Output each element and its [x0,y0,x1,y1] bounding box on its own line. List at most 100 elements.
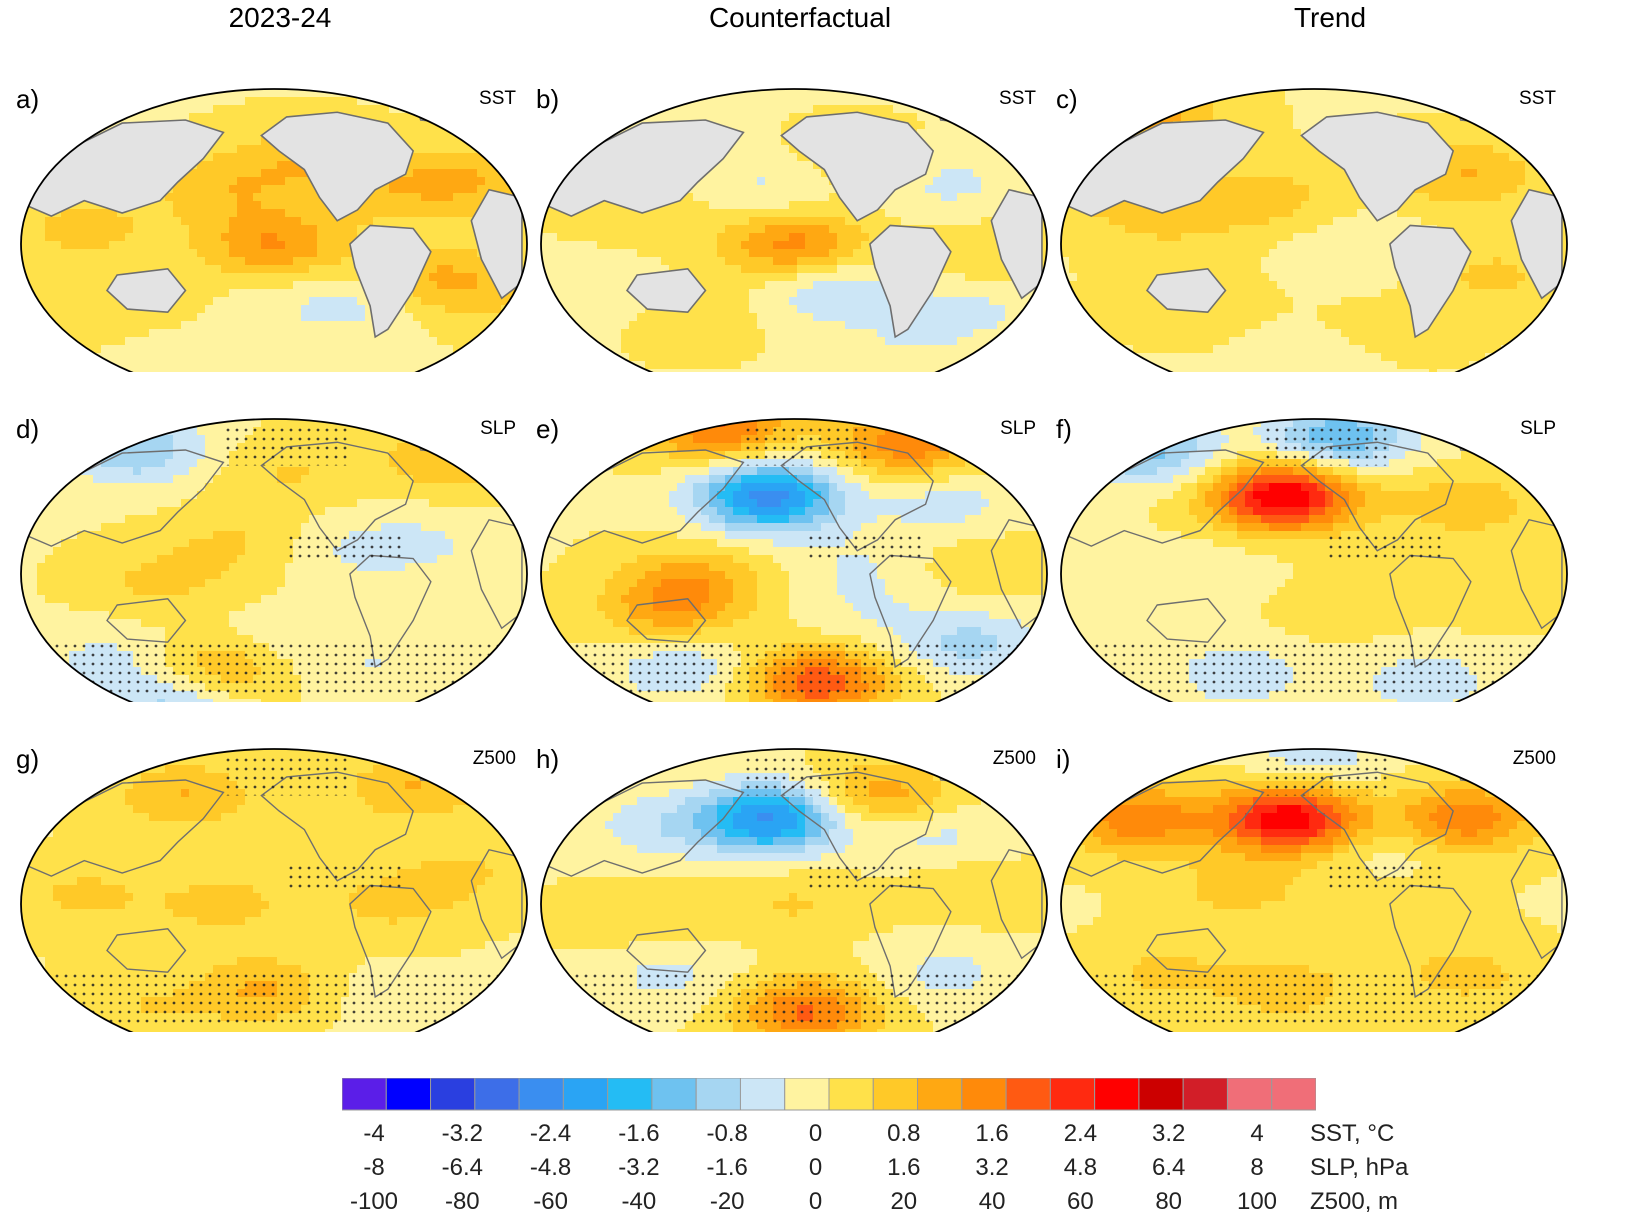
field-cell [429,345,438,354]
field-cell [749,129,758,138]
field-cell [653,337,662,346]
field-cell [1461,161,1470,170]
field-cell [1277,169,1286,178]
field-cell [237,265,246,274]
field-cell [757,105,766,114]
field-cell [1493,169,1502,178]
field-cell [829,265,838,274]
field-cell [61,249,70,258]
field-cell [781,105,790,114]
field-cell [437,153,446,162]
field-cell [253,257,262,266]
field-cell [173,105,182,114]
field-cell [1221,113,1230,122]
field-cell [853,345,862,354]
field-cell [1101,225,1110,234]
field-cell [301,305,310,314]
field-cell [1317,169,1326,178]
field-cell [709,241,718,250]
field-cell [869,321,878,330]
field-cell [205,97,214,106]
field-cell [429,313,438,322]
field-cell [261,273,270,282]
field-cell [757,129,766,138]
field-cell [149,249,158,258]
field-cell [277,257,286,266]
field-cell [901,329,910,338]
field-cell [709,217,718,226]
field-cell [1365,97,1374,106]
field-cell [381,337,390,346]
field-cell [269,337,278,346]
field-cell [925,353,934,362]
field-cell [309,321,318,330]
field-cell [349,209,358,218]
field-cell [21,225,30,234]
field-cell [813,353,822,362]
field-cell [389,329,398,338]
field-cell [733,313,742,322]
field-cell [229,249,238,258]
field-cell [229,177,238,186]
field-cell [693,313,702,322]
field-cell [677,313,686,322]
field-cell [317,257,326,266]
field-cell [341,105,350,114]
field-cell [549,273,558,282]
field-cell [701,369,710,372]
field-cell [917,185,926,194]
field-cell [821,233,830,242]
field-cell [269,265,278,274]
field-cell [933,153,942,162]
field-cell [285,105,294,114]
field-cell [405,209,414,218]
field-cell [421,209,430,218]
field-cell [85,209,94,218]
field-cell [245,329,254,338]
field-cell [845,361,854,370]
field-cell [301,185,310,194]
field-cell [637,313,646,322]
field-cell [445,265,454,274]
field-cell [357,289,366,298]
field-cell [197,313,206,322]
field-cell [1109,217,1118,226]
field-cell [573,217,582,226]
field-cell [733,201,742,210]
field-cell [949,217,958,226]
field-cell [101,313,110,322]
field-cell [309,281,318,290]
field-cell [677,361,686,370]
field-cell [621,321,630,330]
field-cell [613,345,622,354]
field-cell [517,193,526,202]
field-cell [357,369,366,372]
field-cell [853,329,862,338]
field-cell [341,249,350,258]
field-cell [773,177,782,186]
field-cell [1253,177,1262,186]
field-cell [245,257,254,266]
field-cell [445,209,454,218]
field-cell [69,233,78,242]
field-cell [1237,193,1246,202]
field-cell [789,161,798,170]
field-cell [773,353,782,362]
field-cell [965,329,974,338]
field-cell [285,97,294,106]
field-cell [37,265,46,274]
field-cell [421,185,430,194]
field-cell [885,305,894,314]
field-cell [565,305,574,314]
field-cell [125,321,134,330]
field-cell [629,329,638,338]
field-cell [365,329,374,338]
field-cell [685,241,694,250]
field-cell [421,289,430,298]
field-cell [301,369,310,372]
field-cell [869,225,878,234]
field-cell [53,233,62,242]
field-cell [717,305,726,314]
field-cell [453,273,462,282]
field-cell [1309,193,1318,202]
